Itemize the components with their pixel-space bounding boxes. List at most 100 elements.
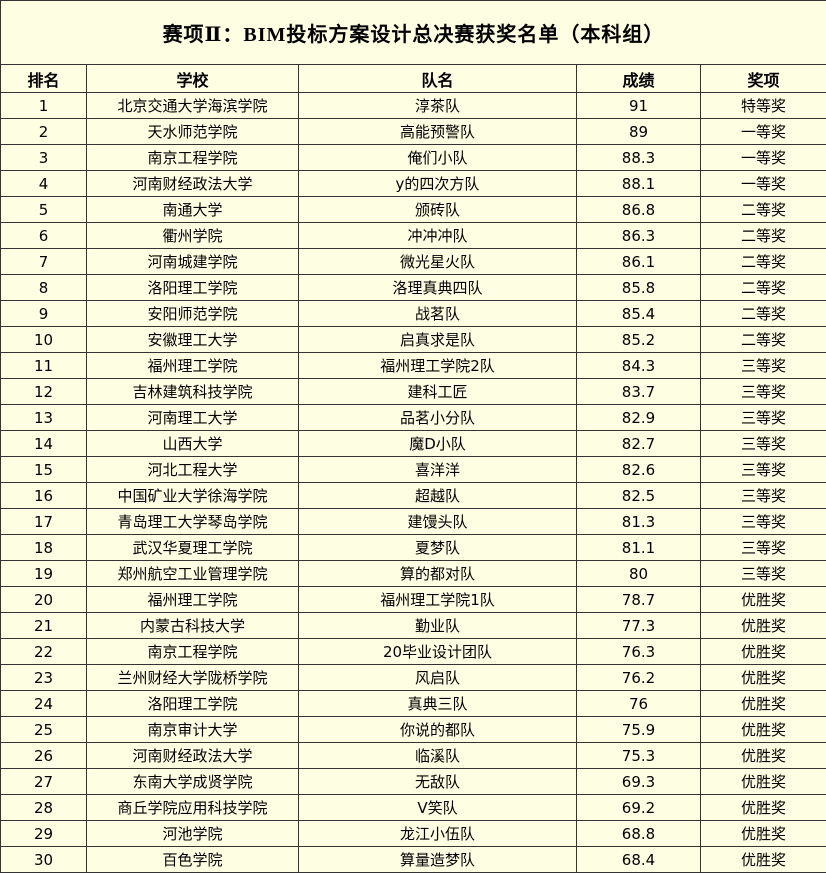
school-cell: 河池学院: [87, 821, 299, 847]
score-cell: 86.8: [577, 197, 701, 223]
rank-cell: 26: [1, 743, 87, 769]
rank-cell: 3: [1, 145, 87, 171]
rank-cell: 8: [1, 275, 87, 301]
score-cell: 91: [577, 93, 701, 119]
award-cell: 三等奖: [701, 431, 826, 457]
rank-cell: 30: [1, 847, 87, 873]
school-cell: 郑州航空工业管理学院: [87, 561, 299, 587]
award-cell: 三等奖: [701, 379, 826, 405]
school-cell: 洛阳理工学院: [87, 275, 299, 301]
team-cell: 无敌队: [299, 769, 577, 795]
team-cell: 颁砖队: [299, 197, 577, 223]
team-cell: 启真求是队: [299, 327, 577, 353]
score-cell: 81.1: [577, 535, 701, 561]
team-cell: 福州理工学院2队: [299, 353, 577, 379]
rank-cell: 12: [1, 379, 87, 405]
school-cell: 百色学院: [87, 847, 299, 873]
school-cell: 福州理工学院: [87, 587, 299, 613]
score-cell: 89: [577, 119, 701, 145]
team-cell: 战茗队: [299, 301, 577, 327]
award-cell: 优胜奖: [701, 717, 826, 743]
team-cell: 冲冲冲队: [299, 223, 577, 249]
team-cell: 高能预警队: [299, 119, 577, 145]
rank-cell: 20: [1, 587, 87, 613]
award-cell: 优胜奖: [701, 613, 826, 639]
score-cell: 83.7: [577, 379, 701, 405]
header-cell: 队名: [299, 65, 577, 93]
score-cell: 75.3: [577, 743, 701, 769]
award-cell: 三等奖: [701, 535, 826, 561]
rank-cell: 1: [1, 93, 87, 119]
score-cell: 82.9: [577, 405, 701, 431]
award-cell: 优胜奖: [701, 847, 826, 873]
score-cell: 69.3: [577, 769, 701, 795]
score-cell: 88.1: [577, 171, 701, 197]
school-cell: 天水师范学院: [87, 119, 299, 145]
team-cell: 品茗小分队: [299, 405, 577, 431]
school-cell: 洛阳理工学院: [87, 691, 299, 717]
school-cell: 河南理工大学: [87, 405, 299, 431]
school-cell: 河北工程大学: [87, 457, 299, 483]
score-cell: 76.3: [577, 639, 701, 665]
school-cell: 东南大学成贤学院: [87, 769, 299, 795]
award-cell: 优胜奖: [701, 691, 826, 717]
rank-cell: 10: [1, 327, 87, 353]
school-cell: 南京工程学院: [87, 145, 299, 171]
award-cell: 二等奖: [701, 327, 826, 353]
award-cell: 优胜奖: [701, 665, 826, 691]
rank-cell: 2: [1, 119, 87, 145]
award-cell: 三等奖: [701, 457, 826, 483]
score-cell: 88.3: [577, 145, 701, 171]
header-cell: 奖项: [701, 65, 826, 93]
team-cell: 20毕业设计团队: [299, 639, 577, 665]
team-cell: 真典三队: [299, 691, 577, 717]
school-cell: 河南财经政法大学: [87, 171, 299, 197]
school-cell: 吉林建筑科技学院: [87, 379, 299, 405]
award-cell: 三等奖: [701, 561, 826, 587]
rank-cell: 14: [1, 431, 87, 457]
score-cell: 85.2: [577, 327, 701, 353]
school-cell: 福州理工学院: [87, 353, 299, 379]
award-cell: 一等奖: [701, 145, 826, 171]
score-cell: 75.9: [577, 717, 701, 743]
score-cell: 76: [577, 691, 701, 717]
rank-cell: 28: [1, 795, 87, 821]
award-cell: 优胜奖: [701, 795, 826, 821]
score-cell: 86.1: [577, 249, 701, 275]
award-cell: 三等奖: [701, 483, 826, 509]
award-cell: 优胜奖: [701, 769, 826, 795]
award-cell: 优胜奖: [701, 821, 826, 847]
rank-cell: 27: [1, 769, 87, 795]
table-title: 赛项Ⅱ：BIM投标方案设计总决赛获奖名单（本科组）: [1, 1, 826, 65]
score-cell: 77.3: [577, 613, 701, 639]
school-cell: 中国矿业大学徐海学院: [87, 483, 299, 509]
award-cell: 三等奖: [701, 353, 826, 379]
team-cell: 微光星火队: [299, 249, 577, 275]
award-cell: 优胜奖: [701, 639, 826, 665]
school-cell: 南京审计大学: [87, 717, 299, 743]
header-cell: 排名: [1, 65, 87, 93]
score-cell: 82.7: [577, 431, 701, 457]
award-cell: 三等奖: [701, 509, 826, 535]
award-cell: 优胜奖: [701, 743, 826, 769]
score-cell: 76.2: [577, 665, 701, 691]
team-cell: 临溪队: [299, 743, 577, 769]
rank-cell: 18: [1, 535, 87, 561]
school-cell: 山西大学: [87, 431, 299, 457]
school-cell: 内蒙古科技大学: [87, 613, 299, 639]
school-cell: 河南财经政法大学: [87, 743, 299, 769]
team-cell: 魔D小队: [299, 431, 577, 457]
school-cell: 安徽理工大学: [87, 327, 299, 353]
rank-cell: 29: [1, 821, 87, 847]
score-cell: 68.8: [577, 821, 701, 847]
team-cell: 你说的都队: [299, 717, 577, 743]
school-cell: 安阳师范学院: [87, 301, 299, 327]
team-cell: 建馒头队: [299, 509, 577, 535]
team-cell: 喜洋洋: [299, 457, 577, 483]
award-cell: 二等奖: [701, 249, 826, 275]
score-cell: 82.6: [577, 457, 701, 483]
score-cell: 78.7: [577, 587, 701, 613]
score-cell: 85.8: [577, 275, 701, 301]
team-cell: 龙江小伍队: [299, 821, 577, 847]
